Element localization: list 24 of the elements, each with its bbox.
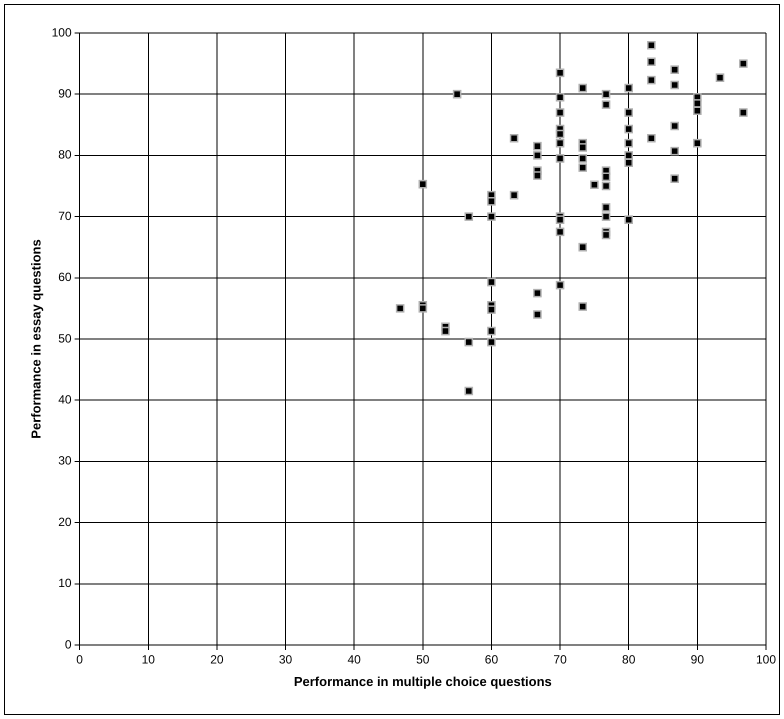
- y-tick-label: 20: [58, 514, 72, 529]
- y-tick-label: 40: [58, 392, 72, 407]
- y-tick-label: 60: [58, 270, 72, 284]
- x-tick-label: 90: [690, 652, 704, 667]
- x-tick-label: 20: [210, 652, 224, 667]
- y-tick-label: 50: [58, 331, 72, 346]
- x-tick-label: 50: [416, 652, 430, 667]
- y-tick-label: 90: [58, 86, 72, 101]
- x-tick-label: 100: [756, 652, 776, 667]
- x-tick-label: 70: [553, 652, 568, 667]
- x-tick-label: 10: [142, 652, 156, 667]
- y-axis-title: Performance in essay questions: [28, 239, 44, 439]
- x-tick-label: 60: [484, 652, 498, 667]
- y-tick-label: 0: [64, 637, 72, 652]
- x-tick-label: 40: [347, 652, 362, 667]
- y-tick-label: 80: [58, 148, 72, 162]
- y-tick-label: 100: [52, 25, 72, 40]
- y-tick-label: 30: [58, 454, 72, 468]
- x-tick-label: 30: [278, 652, 293, 667]
- y-tick-label: 70: [58, 208, 72, 223]
- x-axis-title: Performance in multiple choice questions: [294, 674, 552, 689]
- x-tick-label: 80: [622, 652, 636, 667]
- y-tick-label: 10: [58, 576, 72, 590]
- x-tick-label: 0: [76, 652, 84, 667]
